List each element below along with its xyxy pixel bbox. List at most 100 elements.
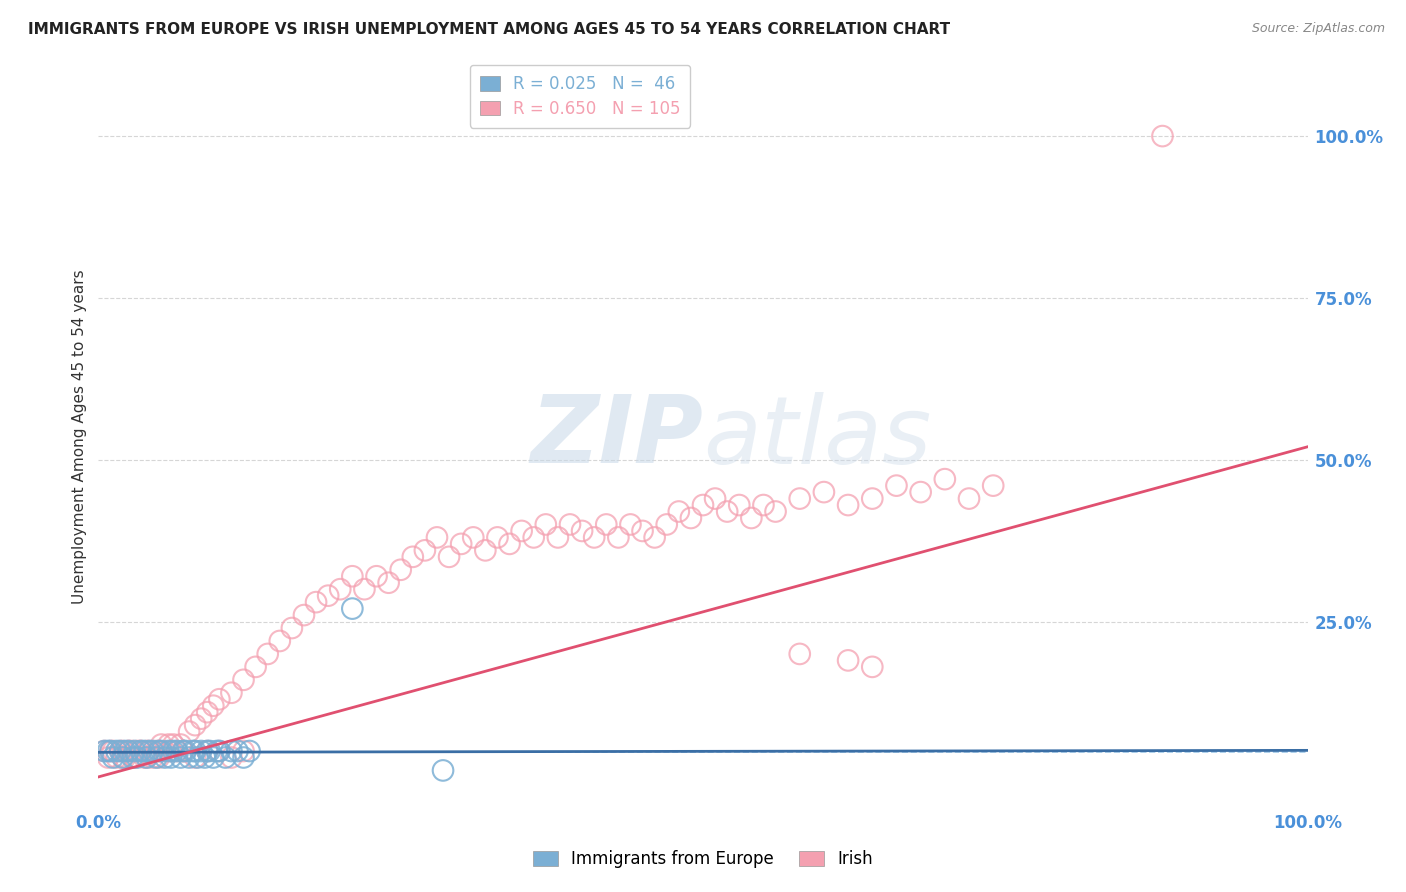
Point — [138, 744, 160, 758]
Y-axis label: Unemployment Among Ages 45 to 54 years: Unemployment Among Ages 45 to 54 years — [72, 269, 87, 605]
Point — [860, 491, 883, 506]
Point — [752, 498, 775, 512]
Point — [245, 660, 267, 674]
Point — [127, 744, 149, 758]
Point — [765, 504, 787, 518]
Point — [145, 744, 167, 758]
Point — [195, 705, 218, 719]
Point — [194, 750, 217, 764]
Point — [432, 764, 454, 778]
Point — [221, 750, 243, 764]
Point — [134, 744, 156, 758]
Point — [221, 744, 243, 758]
Point — [118, 744, 141, 758]
Point — [789, 647, 811, 661]
Point — [619, 517, 641, 532]
Point — [208, 744, 231, 758]
Point — [153, 744, 176, 758]
Point — [239, 744, 262, 758]
Point — [111, 750, 134, 764]
Point — [157, 744, 180, 758]
Point — [181, 744, 204, 758]
Point — [813, 485, 835, 500]
Point — [111, 744, 134, 758]
Point — [169, 750, 191, 764]
Point — [134, 750, 156, 764]
Point — [679, 511, 702, 525]
Text: ZIP: ZIP — [530, 391, 703, 483]
Point — [195, 744, 218, 758]
Point — [668, 504, 690, 518]
Point — [789, 491, 811, 506]
Point — [631, 524, 654, 538]
Point — [437, 549, 460, 564]
Point — [292, 608, 315, 623]
Point — [402, 549, 425, 564]
Point — [142, 744, 165, 758]
Point — [426, 530, 449, 544]
Point — [655, 517, 678, 532]
Point — [160, 744, 183, 758]
Point — [377, 575, 399, 590]
Point — [145, 750, 167, 764]
Point — [97, 744, 120, 758]
Point — [256, 647, 278, 661]
Point — [184, 750, 207, 764]
Point — [121, 750, 143, 764]
Point — [135, 750, 157, 764]
Point — [474, 543, 496, 558]
Point — [135, 750, 157, 764]
Point — [148, 744, 170, 758]
Point — [148, 744, 170, 758]
Point — [135, 744, 157, 758]
Point — [934, 472, 956, 486]
Point — [142, 750, 165, 764]
Point — [547, 530, 569, 544]
Point — [342, 569, 364, 583]
Point — [179, 750, 201, 764]
Point — [195, 744, 218, 758]
Point — [179, 724, 201, 739]
Point — [138, 744, 160, 758]
Point — [305, 595, 328, 609]
Text: IMMIGRANTS FROM EUROPE VS IRISH UNEMPLOYMENT AMONG AGES 45 TO 54 YEARS CORRELATI: IMMIGRANTS FROM EUROPE VS IRISH UNEMPLOY… — [28, 22, 950, 37]
Point — [172, 744, 194, 758]
Point — [160, 744, 183, 758]
Point — [837, 653, 859, 667]
Point — [214, 750, 236, 764]
Point — [860, 660, 883, 674]
Point — [957, 491, 980, 506]
Point — [704, 491, 727, 506]
Point — [93, 744, 115, 758]
Point — [692, 498, 714, 512]
Point — [111, 750, 134, 764]
Point — [981, 478, 1004, 492]
Point — [583, 530, 606, 544]
Point — [108, 744, 131, 758]
Point — [162, 744, 184, 758]
Point — [510, 524, 533, 538]
Point — [269, 634, 291, 648]
Point — [124, 744, 146, 758]
Point — [232, 750, 254, 764]
Point — [105, 744, 128, 758]
Point — [486, 530, 509, 544]
Point — [184, 718, 207, 732]
Text: atlas: atlas — [703, 392, 931, 483]
Point — [558, 517, 581, 532]
Point — [129, 744, 152, 758]
Point — [198, 744, 221, 758]
Point — [129, 744, 152, 758]
Point — [101, 744, 124, 758]
Point — [172, 744, 194, 758]
Point — [129, 744, 152, 758]
Point — [571, 524, 593, 538]
Point — [172, 744, 194, 758]
Legend: Immigrants from Europe, Irish: Immigrants from Europe, Irish — [526, 844, 880, 875]
Point — [124, 750, 146, 764]
Point — [498, 537, 520, 551]
Legend: R = 0.025   N =  46, R = 0.650   N = 105: R = 0.025 N = 46, R = 0.650 N = 105 — [470, 65, 690, 128]
Point — [97, 750, 120, 764]
Point — [118, 744, 141, 758]
Point — [118, 744, 141, 758]
